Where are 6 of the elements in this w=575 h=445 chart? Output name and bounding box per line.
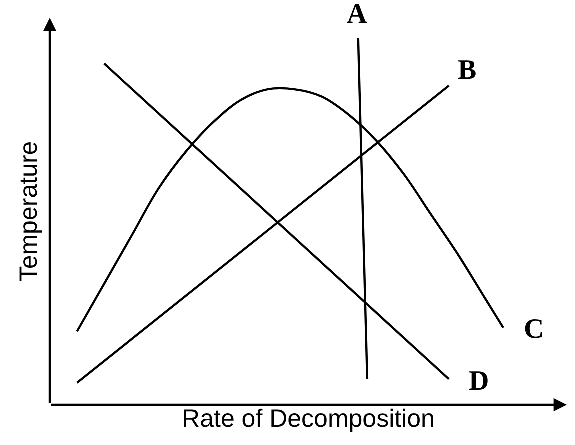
series-label: A — [347, 0, 368, 30]
series-label: D — [469, 366, 490, 397]
series-label: B — [458, 55, 477, 86]
series-label: C — [524, 314, 544, 345]
x-axis-title: Rate of Decomposition — [182, 405, 435, 433]
y-axis-title: Temperature — [14, 141, 43, 282]
